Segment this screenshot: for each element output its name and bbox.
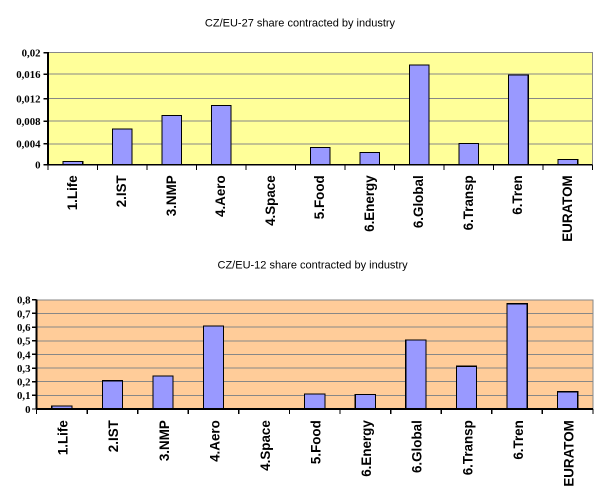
svg-text:6.Tren: 6.Tren [510,175,525,214]
svg-text:4.Space: 4.Space [258,420,273,471]
svg-text:1.Life: 1.Life [65,175,80,210]
svg-text:0,6: 0,6 [17,322,31,334]
svg-text:6.Energy: 6.Energy [362,175,377,232]
svg-text:5.Food: 5.Food [309,420,324,464]
svg-text:2.IST: 2.IST [114,174,129,207]
svg-text:4.Space: 4.Space [263,175,278,226]
svg-text:4.Aero: 4.Aero [207,420,222,462]
svg-text:6.Global: 6.Global [411,175,426,228]
svg-text:0,008: 0,008 [16,116,41,128]
svg-text:0,012: 0,012 [16,94,40,106]
svg-text:6.Tren: 6.Tren [511,420,526,459]
svg-text:0: 0 [25,404,30,416]
svg-text:6.Transp: 6.Transp [461,175,476,230]
svg-text:0,02: 0,02 [22,48,41,60]
svg-text:CZ/EU-12 share contracted by i: CZ/EU-12 share contracted by industry [218,260,409,272]
svg-text:0,016: 0,016 [16,69,41,81]
svg-text:0,7: 0,7 [17,308,31,320]
svg-text:6.Energy: 6.Energy [359,420,374,477]
svg-text:0,5: 0,5 [17,336,31,348]
svg-text:6.Transp: 6.Transp [460,420,475,475]
svg-text:6.Global: 6.Global [410,420,425,473]
svg-text:0,4: 0,4 [17,349,31,361]
svg-text:2.IST: 2.IST [106,419,121,452]
svg-text:0,2: 0,2 [17,377,31,389]
svg-text:0,3: 0,3 [17,363,31,375]
svg-text:0,004: 0,004 [16,139,41,151]
svg-text:1.Life: 1.Life [56,420,71,455]
svg-text:3.NMP: 3.NMP [164,175,179,216]
svg-text:5.Food: 5.Food [312,175,327,219]
svg-text:0: 0 [35,160,40,172]
svg-text:3.NMP: 3.NMP [157,420,172,461]
svg-text:4.Aero: 4.Aero [213,175,228,217]
svg-text:0,1: 0,1 [17,390,31,402]
svg-text:CZ/EU-27 share contracted by i: CZ/EU-27 share contracted by industry [205,18,396,30]
svg-text:EURATOM: EURATOM [560,175,575,241]
svg-text:EURATOM: EURATOM [562,420,577,486]
svg-text:0,8: 0,8 [17,295,31,307]
